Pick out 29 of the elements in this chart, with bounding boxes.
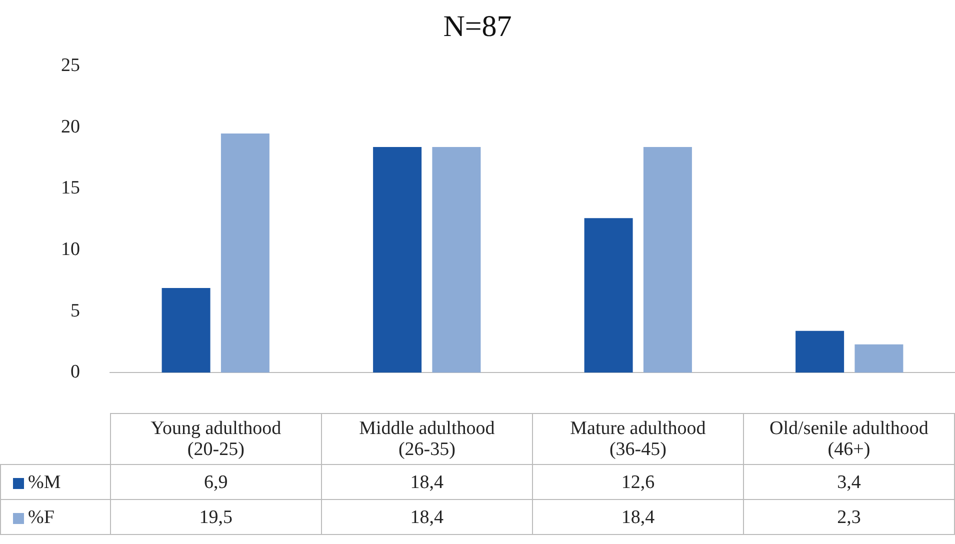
bar bbox=[373, 146, 422, 373]
y-tick-label: 0 bbox=[70, 362, 80, 383]
y-tick-label: 10 bbox=[61, 238, 80, 260]
chart-title: N=87 bbox=[443, 10, 512, 43]
data-label: 18,4 bbox=[321, 464, 532, 500]
x-tick-label: Mature adulthood (36-45) bbox=[532, 414, 744, 464]
bar bbox=[162, 288, 210, 373]
y-tick-label: 5 bbox=[70, 300, 80, 322]
data-label: 18,4 bbox=[321, 500, 532, 534]
y-tick-label: 15 bbox=[61, 178, 80, 199]
bar bbox=[796, 330, 844, 373]
data-label: 2,3 bbox=[743, 500, 954, 534]
x-tick-label: Middle adulthood (26-35) bbox=[321, 414, 532, 464]
data-label: 19,5 bbox=[110, 500, 322, 534]
legend-label: %F bbox=[0, 500, 110, 534]
bar bbox=[643, 146, 692, 373]
x-tick-label: Young adulthood (20-25) bbox=[110, 414, 322, 464]
data-label: 3,4 bbox=[743, 464, 954, 500]
legend-label: %M bbox=[0, 464, 110, 500]
data-label: 6,9 bbox=[110, 464, 322, 500]
bar bbox=[854, 344, 904, 373]
y-tick-label: 25 bbox=[61, 54, 80, 76]
data-label: 12,6 bbox=[532, 464, 744, 500]
y-tick-label: 20 bbox=[61, 116, 80, 138]
bar bbox=[432, 146, 481, 373]
x-tick-label: Old/senile adulthood (46+) bbox=[743, 414, 954, 464]
bar bbox=[584, 218, 633, 373]
data-label: 18,4 bbox=[532, 500, 744, 534]
bar bbox=[220, 133, 270, 373]
